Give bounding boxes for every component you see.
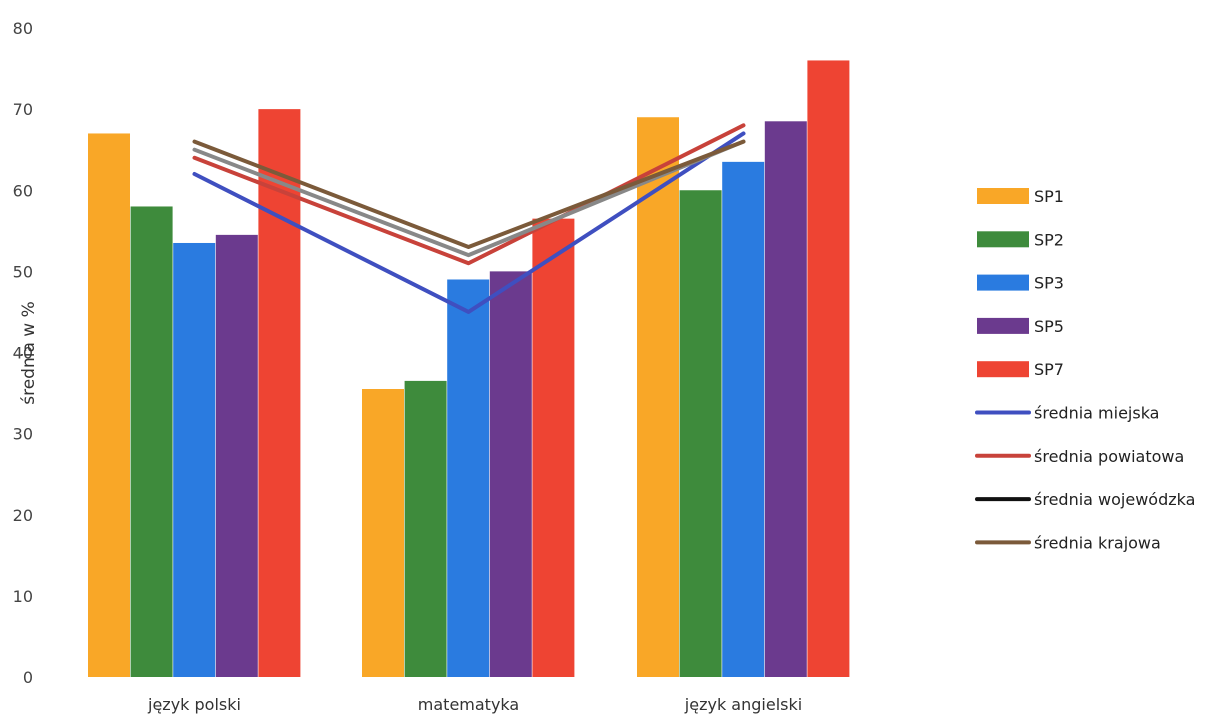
- bar-sp2-0: [130, 206, 173, 677]
- x-category-label: język angielski: [684, 695, 802, 714]
- y-tick-label: 10: [13, 587, 33, 606]
- legend-swatch: [977, 231, 1029, 248]
- y-tick-label: 30: [13, 425, 33, 444]
- bar-sp1-0: [88, 133, 130, 677]
- bar-sp7-1: [532, 218, 575, 678]
- y-axis-label: średnia w %: [19, 301, 39, 405]
- line-średnia-powiatowa: [192, 123, 746, 266]
- average-lines: [192, 123, 746, 314]
- y-tick-label: 80: [13, 19, 33, 38]
- bar-sp7-0: [258, 109, 301, 677]
- legend-swatch: [977, 317, 1029, 334]
- line-średnia-krajowa: [192, 139, 746, 250]
- bar-sp5-0: [215, 234, 258, 677]
- legend-label: SP3: [1034, 274, 1064, 293]
- y-tick-label: 20: [13, 506, 33, 525]
- y-tick-label: 0: [23, 668, 33, 687]
- y-tick-label: 70: [13, 100, 33, 119]
- legend-label: średnia wojewódzka: [1034, 490, 1195, 509]
- legend-label: średnia powiatowa: [1034, 447, 1184, 466]
- legend: SP1 SP2 SP3 SP5 SP7 średnia miejska średnia po…: [975, 187, 1195, 552]
- y-tick-label: 50: [13, 262, 33, 281]
- legend-swatch: [977, 188, 1029, 204]
- bar-sp3-1: [447, 279, 490, 677]
- legend-label: SP7: [1034, 360, 1064, 379]
- legend-swatch: [977, 361, 1029, 378]
- legend-label: SP5: [1034, 317, 1064, 336]
- bar-sp1-2: [637, 117, 679, 678]
- bar-sp3-0: [173, 242, 216, 677]
- x-category-label: język polski: [147, 695, 241, 714]
- x-category-label: matematyka: [418, 695, 519, 714]
- bar-sp1-1: [362, 389, 404, 677]
- legend-label: SP2: [1034, 230, 1064, 249]
- legend-label: średnia krajowa: [1034, 533, 1161, 552]
- bar-sp3-2: [722, 161, 765, 677]
- bar-sp5-2: [764, 121, 807, 677]
- bar-sp7-2: [807, 60, 850, 677]
- bar-sp2-1: [404, 380, 447, 677]
- bar-sp2-2: [679, 190, 722, 677]
- legend-label: średnia miejska: [1034, 404, 1159, 423]
- legend-swatch: [977, 274, 1029, 291]
- line-średnia-wojewódzka: [192, 139, 746, 258]
- x-axis-categories: język polski matematyka język angielski: [147, 695, 802, 714]
- bar-sp5-1: [489, 271, 532, 677]
- legend-label: SP1: [1034, 187, 1064, 206]
- bars: [88, 60, 850, 678]
- y-axis-ticks: 0 10 20 30 40 50 60 70 80: [13, 19, 33, 687]
- y-tick-label: 60: [13, 181, 33, 200]
- y-tick-label: 40: [13, 344, 33, 363]
- line-średnia-miejska: [192, 131, 746, 314]
